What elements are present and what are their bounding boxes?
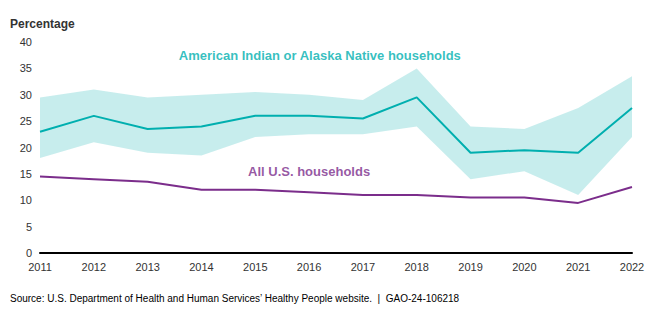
svg-text:2012: 2012 [82,261,106,273]
svg-text:All U.S. households: All U.S. households [248,164,370,179]
svg-text:2018: 2018 [404,261,428,273]
svg-text:2016: 2016 [297,261,321,273]
svg-text:35: 35 [20,62,32,74]
svg-text:2019: 2019 [458,261,482,273]
svg-text:0: 0 [26,247,32,259]
svg-text:Source: U.S. Department of Hea: Source: U.S. Department of Health and Hu… [10,293,460,304]
svg-text:2011: 2011 [28,261,52,273]
svg-text:2020: 2020 [512,261,536,273]
svg-text:10: 10 [20,194,32,206]
svg-text:30: 30 [20,89,32,101]
svg-text:2014: 2014 [189,261,213,273]
svg-text:2015: 2015 [243,261,267,273]
svg-text:20: 20 [20,142,32,154]
svg-text:15: 15 [20,168,32,180]
svg-text:40: 40 [20,36,32,48]
svg-text:25: 25 [20,115,32,127]
svg-text:2017: 2017 [351,261,375,273]
svg-text:American Indian or Alaska Nati: American Indian or Alaska Native househo… [179,48,461,63]
svg-text:5: 5 [26,221,32,233]
svg-text:2021: 2021 [566,261,590,273]
svg-text:2022: 2022 [620,261,644,273]
svg-text:Percentage: Percentage [10,17,75,31]
svg-text:2013: 2013 [135,261,159,273]
